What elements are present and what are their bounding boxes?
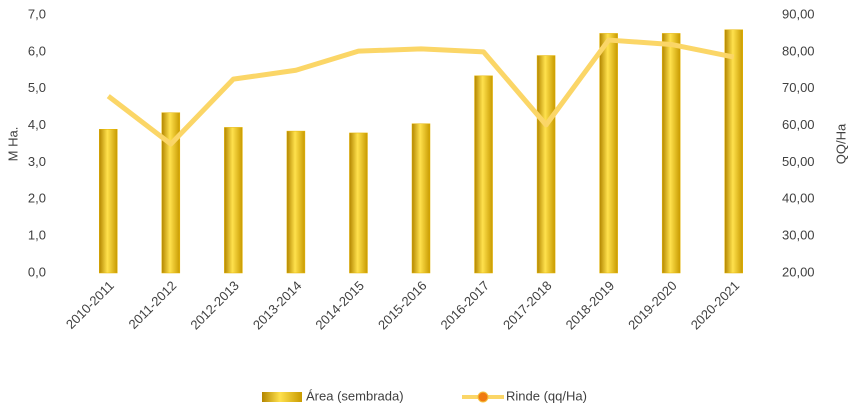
x-tick-label: 2019-2020 xyxy=(625,278,680,333)
bar xyxy=(161,112,181,274)
x-tick-label: 2015-2016 xyxy=(375,278,430,333)
y2-tick-label: 20,00 xyxy=(782,264,815,279)
y2-tick-label: 90,00 xyxy=(782,6,815,21)
y-tick-label: 4,0 xyxy=(28,117,46,132)
x-tick-label: 2014-2015 xyxy=(312,278,367,333)
bar xyxy=(536,55,556,274)
y-tick-label: 5,0 xyxy=(28,80,46,95)
y-tick-label: 2,0 xyxy=(28,191,46,206)
y-tick-label: 1,0 xyxy=(28,228,46,243)
legend-label: Área (sembrada) xyxy=(306,388,404,403)
x-tick-label: 2012-2013 xyxy=(187,278,242,333)
y-tick-label: 6,0 xyxy=(28,43,46,58)
y2-tick-label: 40,00 xyxy=(782,191,815,206)
y2-tick-label: 80,00 xyxy=(782,43,815,58)
bar xyxy=(599,33,618,274)
bar xyxy=(411,123,431,274)
bar xyxy=(349,132,368,274)
bar xyxy=(474,75,493,274)
y-tick-label: 7,0 xyxy=(28,6,46,21)
legend-label: Rinde (qq/Ha) xyxy=(506,388,587,403)
y2-axis-label: QQ/Ha xyxy=(833,123,848,164)
bar xyxy=(661,33,681,274)
legend-marker xyxy=(477,391,489,403)
y-axis-label: M Ha. xyxy=(5,127,20,162)
bar xyxy=(224,127,243,274)
y2-tick-label: 60,00 xyxy=(782,117,815,132)
x-tick-label: 2010-2011 xyxy=(63,278,117,332)
x-tick-label: 2020-2021 xyxy=(688,278,743,333)
bar xyxy=(286,130,306,274)
legend-swatch xyxy=(262,392,302,402)
y-tick-label: 0,0 xyxy=(28,264,46,279)
line xyxy=(106,37,735,147)
x-tick-label: 2011-2012 xyxy=(125,278,179,332)
y2-tick-label: 50,00 xyxy=(782,154,815,169)
x-tick-label: 2017-2018 xyxy=(500,278,555,333)
bar xyxy=(99,129,118,274)
y-tick-label: 3,0 xyxy=(28,154,46,169)
bar xyxy=(724,29,743,274)
x-tick-label: 2018-2019 xyxy=(563,278,618,333)
y2-tick-label: 70,00 xyxy=(782,80,815,95)
y2-tick-label: 30,00 xyxy=(782,228,815,243)
x-tick-label: 2013-2014 xyxy=(250,278,305,333)
x-tick-label: 2016-2017 xyxy=(438,278,493,333)
